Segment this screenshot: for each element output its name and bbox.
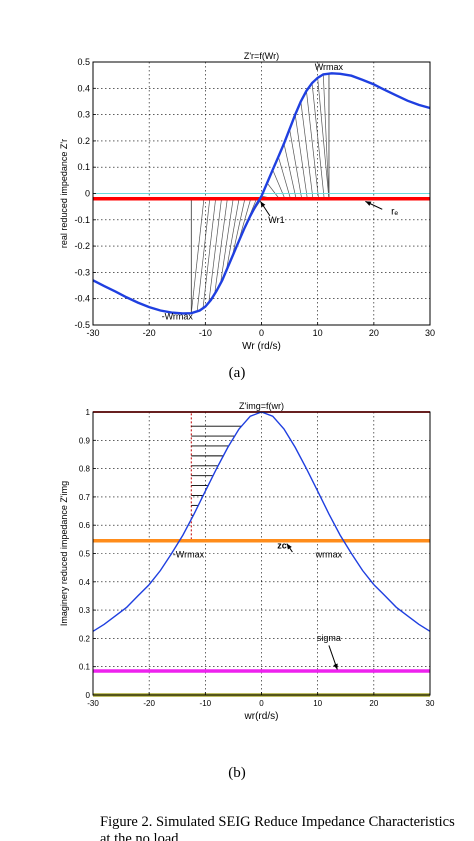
hatched-region <box>261 73 330 200</box>
y-tick-label: 0.3 <box>77 110 90 120</box>
y-tick-label: 0.8 <box>79 465 91 474</box>
y-tick-label: 0.5 <box>77 57 90 67</box>
y-tick-label: -0.3 <box>74 267 90 277</box>
x-tick-label: 20 <box>369 328 379 338</box>
hatch-line <box>214 198 228 294</box>
hatch-line <box>266 182 280 199</box>
arrow-zc-head <box>286 543 292 550</box>
hatch-line <box>278 156 291 199</box>
chart-b: -30 -20 -10 0 10 20 30 0 0.1 0.2 0.3 0.4 0.5 0.6 0.7 0.… <box>59 401 435 722</box>
hatch-line <box>317 77 330 199</box>
x-tick-label: -10 <box>200 699 212 708</box>
arrow-re-head <box>365 201 372 206</box>
arrow-wr1-head <box>260 201 266 208</box>
y-tick-label: 0 <box>86 691 91 700</box>
hatch-line <box>300 101 314 199</box>
x-tick-label: 0 <box>259 328 264 338</box>
x-tick-label: -20 <box>143 328 156 338</box>
y-tick-label: 0.2 <box>77 136 90 146</box>
y-tick-label: 0.2 <box>79 634 91 643</box>
annotation-wr1: Wr1 <box>268 215 284 225</box>
chart-a: -30 -20 -10 0 10 20 30 -0.5 -0.4 -0.3 -0.2 -0.1 0 0.1… <box>59 51 435 352</box>
y-tick-label: -0.5 <box>74 320 90 330</box>
y-tick-label: 0.3 <box>79 606 91 615</box>
annotation-zc: zc <box>277 541 287 551</box>
hatch-line <box>208 198 222 303</box>
hatch-line <box>322 74 330 199</box>
x-axis-label: wr(rd/s) <box>244 711 279 722</box>
y-axis-label: Imaginery reduced impedance Z'img <box>59 481 69 626</box>
subcaption-a: (a) <box>228 365 246 381</box>
y-tick-label: 0.5 <box>79 550 91 559</box>
hatch-line <box>220 198 234 284</box>
annotation-re: rₑ <box>391 207 398 218</box>
hatch-line <box>226 198 240 271</box>
x-tick-label: 0 <box>259 699 264 708</box>
y-tick-label: 0.1 <box>79 663 91 672</box>
hatch-line <box>190 198 205 314</box>
annotation-wrmax: wrmax <box>315 550 343 560</box>
y-tick-label: 1 <box>86 408 91 417</box>
y-tick-label: 0.9 <box>79 436 91 445</box>
y-tick-label: 0.4 <box>79 578 91 587</box>
y-tick-label: 0.4 <box>77 83 90 93</box>
hatch-line <box>306 90 319 199</box>
x-tick-label: -30 <box>87 699 99 708</box>
x-tick-label: -30 <box>86 328 99 338</box>
x-axis-label: Wr (rd/s) <box>242 341 281 352</box>
figure-caption: Figure 2. Simulated SEIG Reduce Impedanc… <box>100 814 455 841</box>
x-tick-label: 30 <box>425 328 435 338</box>
y-axis-label: real reduced impedance Z'r <box>59 139 69 248</box>
y-tick-label: 0.7 <box>79 493 91 502</box>
x-tick-label: -10 <box>199 328 212 338</box>
annotation-sigma: sigma <box>317 633 341 643</box>
hatch-line <box>311 83 325 199</box>
annotation-wrmax: Wrmax <box>315 62 344 72</box>
x-tick-label: 10 <box>313 328 323 338</box>
series-line <box>92 72 431 315</box>
hatch-line <box>231 198 246 257</box>
x-tick-label: 20 <box>369 699 378 708</box>
y-tick-label: -0.4 <box>74 294 90 304</box>
y-tick-label: -0.2 <box>74 241 90 251</box>
hatch-line <box>283 143 297 199</box>
y-tick-label: 0.1 <box>77 162 90 172</box>
hatch-line <box>196 198 211 312</box>
y-tick-label: 0 <box>85 189 90 199</box>
annotation-neg-wrmax: -Wrmax <box>173 550 205 560</box>
x-tick-label: 30 <box>426 699 435 708</box>
x-tick-label: -20 <box>143 699 155 708</box>
hatch-line <box>289 129 303 199</box>
hatch-line <box>294 114 308 199</box>
y-tick-label: 0.6 <box>79 521 91 530</box>
y-tick-label: -0.1 <box>74 215 90 225</box>
annotation-neg-wrmax: -Wrmax <box>162 311 194 321</box>
subcaption-b: (b) <box>228 765 246 781</box>
arrow-sigma-head <box>333 663 338 670</box>
hatch-line <box>202 198 216 309</box>
chart-title: Z'r=f(Wr) <box>244 51 279 61</box>
chart-title: Z'img=f(wr) <box>239 401 284 411</box>
x-tick-label: 10 <box>313 699 322 708</box>
